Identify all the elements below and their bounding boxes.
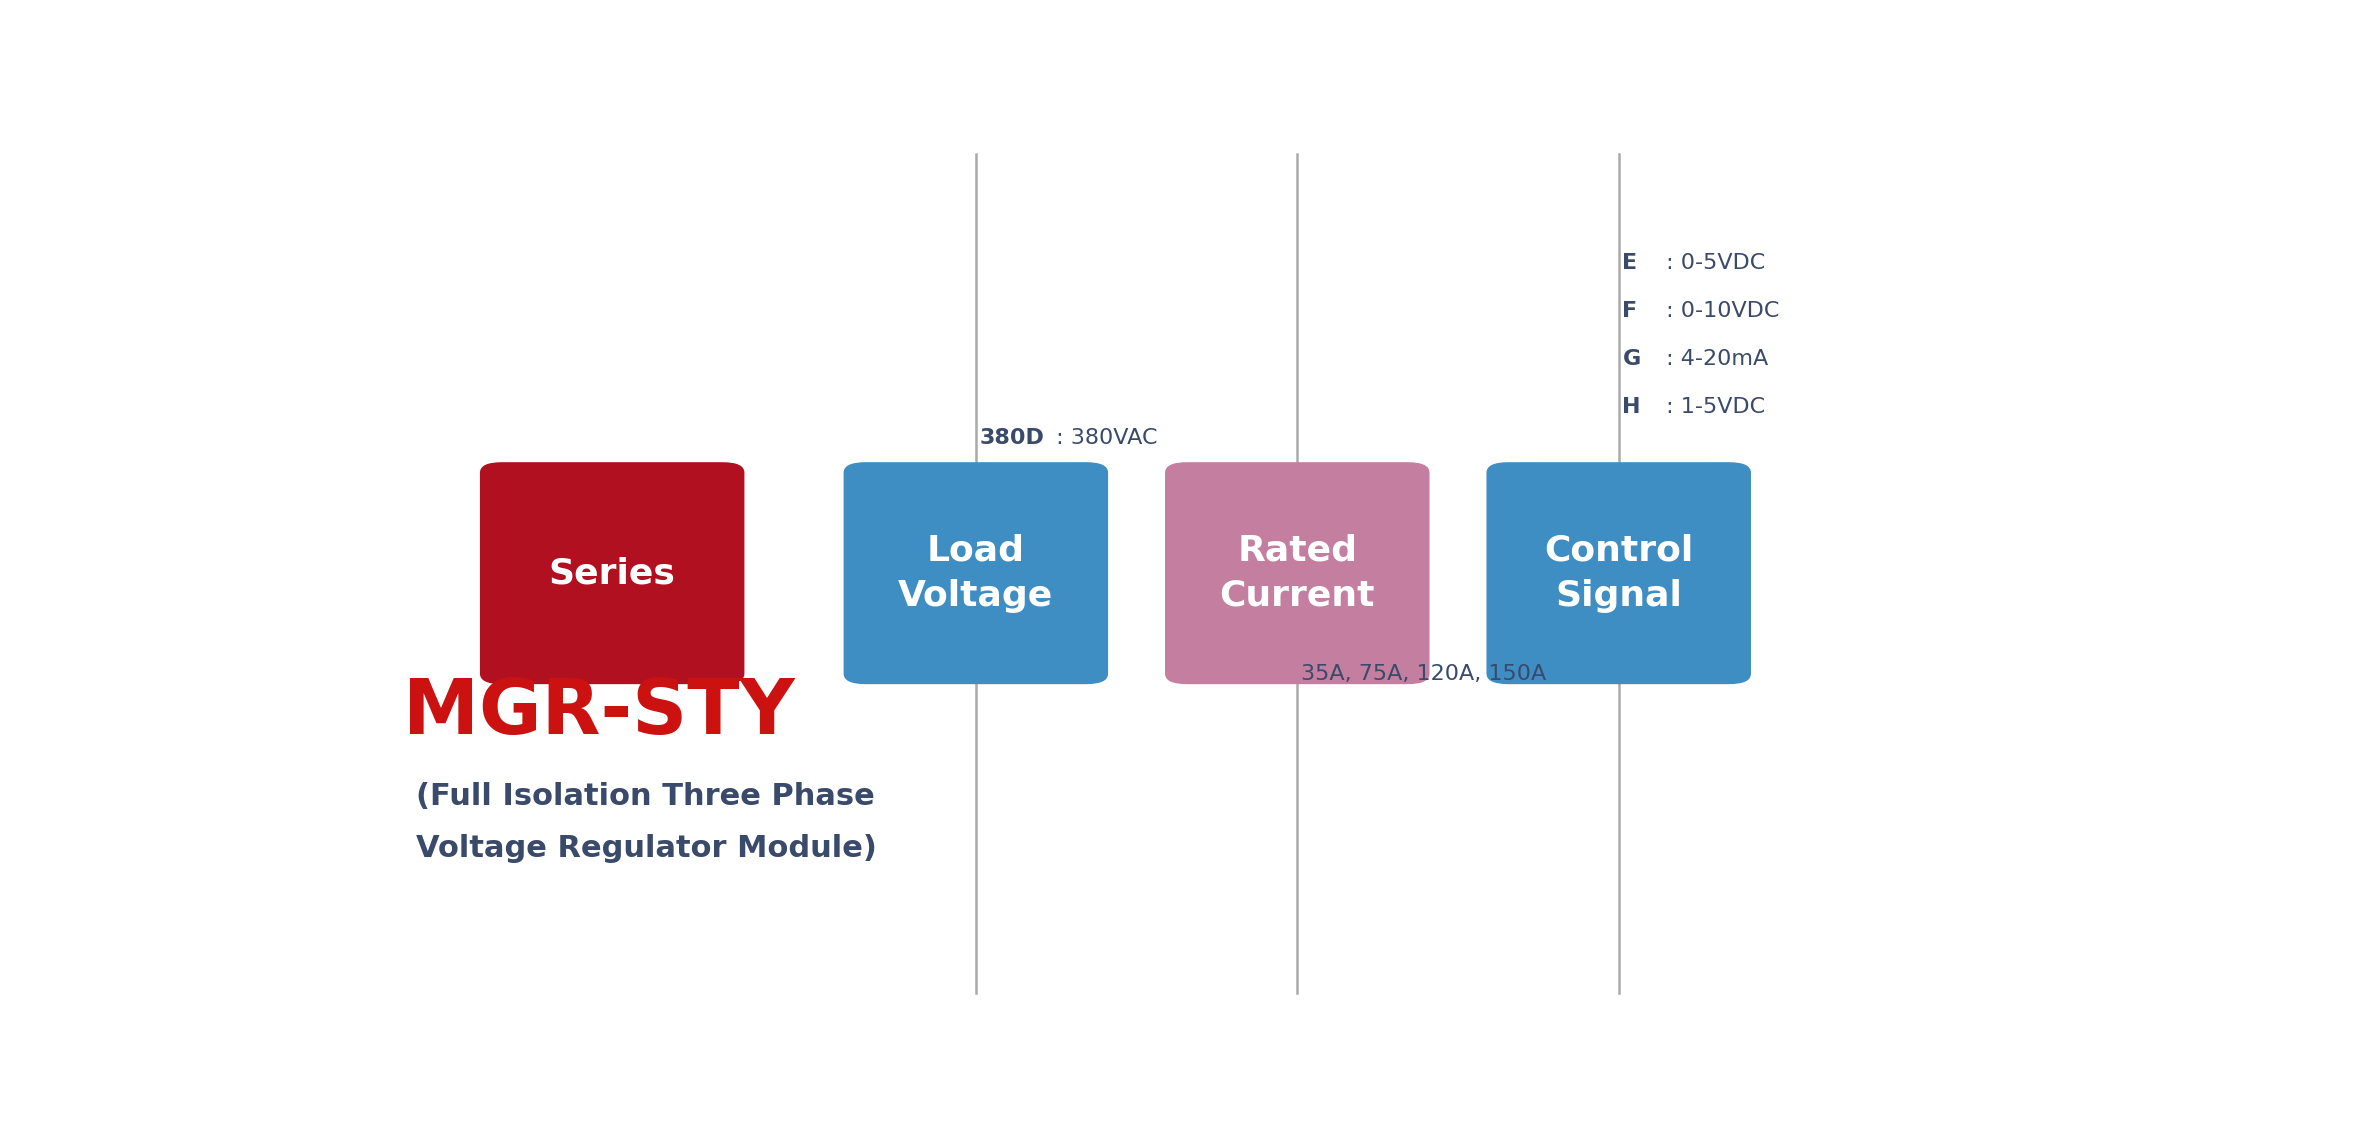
Text: (Full Isolation Three Phase: (Full Isolation Three Phase <box>415 782 875 810</box>
FancyBboxPatch shape <box>844 462 1109 684</box>
Text: Control
Signal: Control Signal <box>1545 533 1692 613</box>
Text: 35A, 75A, 120A, 150A: 35A, 75A, 120A, 150A <box>1301 664 1545 683</box>
FancyBboxPatch shape <box>1166 462 1429 684</box>
FancyBboxPatch shape <box>479 462 744 684</box>
Text: Series: Series <box>550 556 675 590</box>
Text: G: G <box>1623 350 1640 369</box>
Text: F: F <box>1623 301 1638 321</box>
Text: : 4-20mA: : 4-20mA <box>1659 350 1768 369</box>
Text: Load
Voltage: Load Voltage <box>898 533 1055 613</box>
Text: : 0-5VDC: : 0-5VDC <box>1659 253 1766 272</box>
Text: : 380VAC: : 380VAC <box>1050 428 1159 447</box>
Text: MGR-STY: MGR-STY <box>403 676 794 750</box>
Text: 380D: 380D <box>979 428 1045 447</box>
Text: : 1-5VDC: : 1-5VDC <box>1659 397 1766 418</box>
Text: : 0-10VDC: : 0-10VDC <box>1659 301 1780 321</box>
Text: Voltage Regulator Module): Voltage Regulator Module) <box>415 834 877 863</box>
Text: H: H <box>1623 397 1640 418</box>
FancyBboxPatch shape <box>1486 462 1751 684</box>
Text: E: E <box>1623 253 1638 272</box>
Text: Rated
Current: Rated Current <box>1221 533 1375 613</box>
